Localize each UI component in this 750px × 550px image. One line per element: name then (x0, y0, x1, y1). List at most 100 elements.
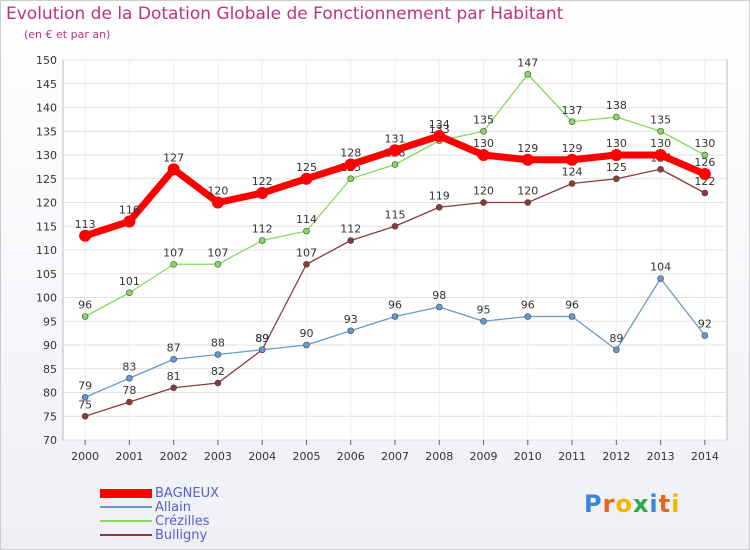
data-label-allain: 96 (388, 299, 402, 312)
data-point-bagneux (300, 172, 313, 185)
x-tick-label: 2004 (248, 450, 276, 463)
data-label-bagneux: 122 (252, 175, 273, 188)
data-label-allain: 104 (650, 261, 671, 274)
data-point-bagneux (344, 158, 357, 171)
data-label-allain: 96 (565, 299, 579, 312)
y-tick-label: 150 (36, 54, 57, 67)
data-label-bulligny: 81 (167, 370, 181, 383)
data-label-allain: 96 (521, 299, 535, 312)
legend-swatch-allain (100, 506, 152, 508)
data-point-allain (435, 303, 443, 311)
x-tick-label: 2001 (115, 450, 143, 463)
data-point-cr-zilles (701, 151, 709, 159)
data-label-bagneux: 128 (340, 147, 361, 160)
data-label-allain: 95 (477, 303, 491, 316)
data-point-bulligny (81, 412, 89, 420)
data-point-allain (391, 313, 399, 320)
data-label-bulligny: 89 (255, 332, 269, 345)
data-point-bulligny (126, 398, 133, 406)
data-label-bulligny: 112 (340, 223, 361, 236)
data-point-bagneux (389, 144, 401, 157)
data-label-bulligny: 82 (211, 365, 225, 378)
y-tick-label: 135 (36, 125, 57, 138)
data-point-bulligny (524, 199, 532, 206)
data-point-bagneux (698, 168, 711, 180)
data-point-allain (126, 374, 133, 382)
data-point-bulligny (568, 180, 576, 187)
data-label-cr-zilles: 137 (562, 104, 583, 117)
y-tick-label: 120 (36, 197, 57, 210)
data-label-cr-zilles: 112 (252, 223, 273, 236)
data-label-bagneux: 130 (473, 137, 494, 150)
x-tick-label: 2008 (425, 450, 453, 463)
legend-swatch-cr-zilles (100, 520, 152, 522)
y-tick-label: 105 (36, 268, 57, 281)
data-point-bagneux (477, 149, 490, 161)
y-tick-label: 85 (43, 363, 57, 376)
data-label-bagneux: 131 (385, 132, 406, 145)
y-tick-label: 90 (43, 339, 57, 352)
data-label-bagneux: 127 (163, 151, 184, 164)
legend-swatch-bulligny (100, 534, 152, 536)
data-point-allain (214, 351, 222, 358)
legend-swatch-bagneux (100, 488, 152, 498)
data-point-cr-zilles (524, 70, 532, 78)
data-label-cr-zilles: 147 (517, 56, 538, 69)
data-label-bagneux: 134 (429, 118, 450, 131)
legend-item-bagneux: BAGNEUX (100, 485, 220, 501)
data-label-bagneux: 129 (562, 142, 583, 155)
x-tick-label: 2006 (337, 450, 365, 463)
data-point-bagneux (167, 163, 180, 176)
data-label-allain: 87 (167, 341, 181, 354)
data-point-allain (303, 341, 310, 349)
data-point-bagneux (521, 153, 534, 166)
data-label-bagneux: 130 (606, 137, 627, 150)
data-point-allain (613, 346, 620, 354)
legend-label-cr-zilles: Crézilles (155, 513, 210, 529)
data-label-bagneux: 126 (694, 156, 715, 169)
x-tick-label: 2011 (558, 450, 586, 463)
x-tick-label: 2007 (381, 450, 409, 463)
chart-title: Evolution de la Dotation Globale de Fonc… (6, 4, 564, 24)
legend-item-bulligny: Bulligny (100, 527, 208, 543)
data-label-cr-zilles: 101 (119, 275, 140, 288)
data-point-allain (480, 317, 487, 325)
y-tick-label: 80 (43, 387, 57, 400)
data-point-bulligny (613, 175, 620, 183)
x-tick-label: 2003 (204, 450, 232, 463)
data-point-bulligny (391, 222, 399, 230)
data-point-bulligny (214, 379, 222, 387)
data-point-cr-zilles (613, 113, 620, 121)
data-point-allain (81, 393, 89, 401)
data-point-allain (258, 346, 266, 354)
data-point-bulligny (435, 203, 443, 211)
legend-label-bulligny: Bulligny (155, 527, 208, 543)
y-tick-label: 115 (36, 220, 57, 233)
x-tick-label: 2012 (602, 450, 630, 463)
data-label-allain: 92 (698, 318, 712, 331)
x-tick-label: 2000 (71, 450, 99, 463)
y-tick-label: 130 (36, 149, 57, 162)
data-label-cr-zilles: 107 (163, 246, 184, 259)
y-tick-label: 110 (36, 244, 57, 257)
data-label-bagneux: 130 (650, 137, 671, 150)
legend-label-bagneux: BAGNEUX (155, 485, 220, 501)
x-tick-label: 2010 (514, 450, 542, 463)
chart-subtitle: (en € et par an) (24, 28, 111, 41)
data-label-allain: 89 (255, 332, 269, 345)
data-point-bagneux (211, 196, 224, 209)
x-tick-label: 2013 (647, 450, 675, 463)
data-label-bagneux: 129 (517, 142, 538, 155)
x-tick-label: 2005 (292, 450, 320, 463)
data-label-bulligny: 125 (606, 161, 627, 174)
data-point-cr-zilles (258, 237, 266, 244)
data-label-bulligny: 120 (517, 185, 538, 198)
data-label-bulligny: 75 (78, 398, 92, 411)
proxiti-logo: Proxiti (584, 490, 681, 518)
data-point-cr-zilles (170, 260, 177, 268)
data-label-bagneux: 125 (296, 161, 317, 174)
data-label-bulligny: 124 (562, 166, 583, 179)
data-label-bulligny: 120 (473, 185, 494, 198)
data-point-cr-zilles (391, 161, 399, 168)
data-label-bulligny: 107 (296, 246, 317, 259)
